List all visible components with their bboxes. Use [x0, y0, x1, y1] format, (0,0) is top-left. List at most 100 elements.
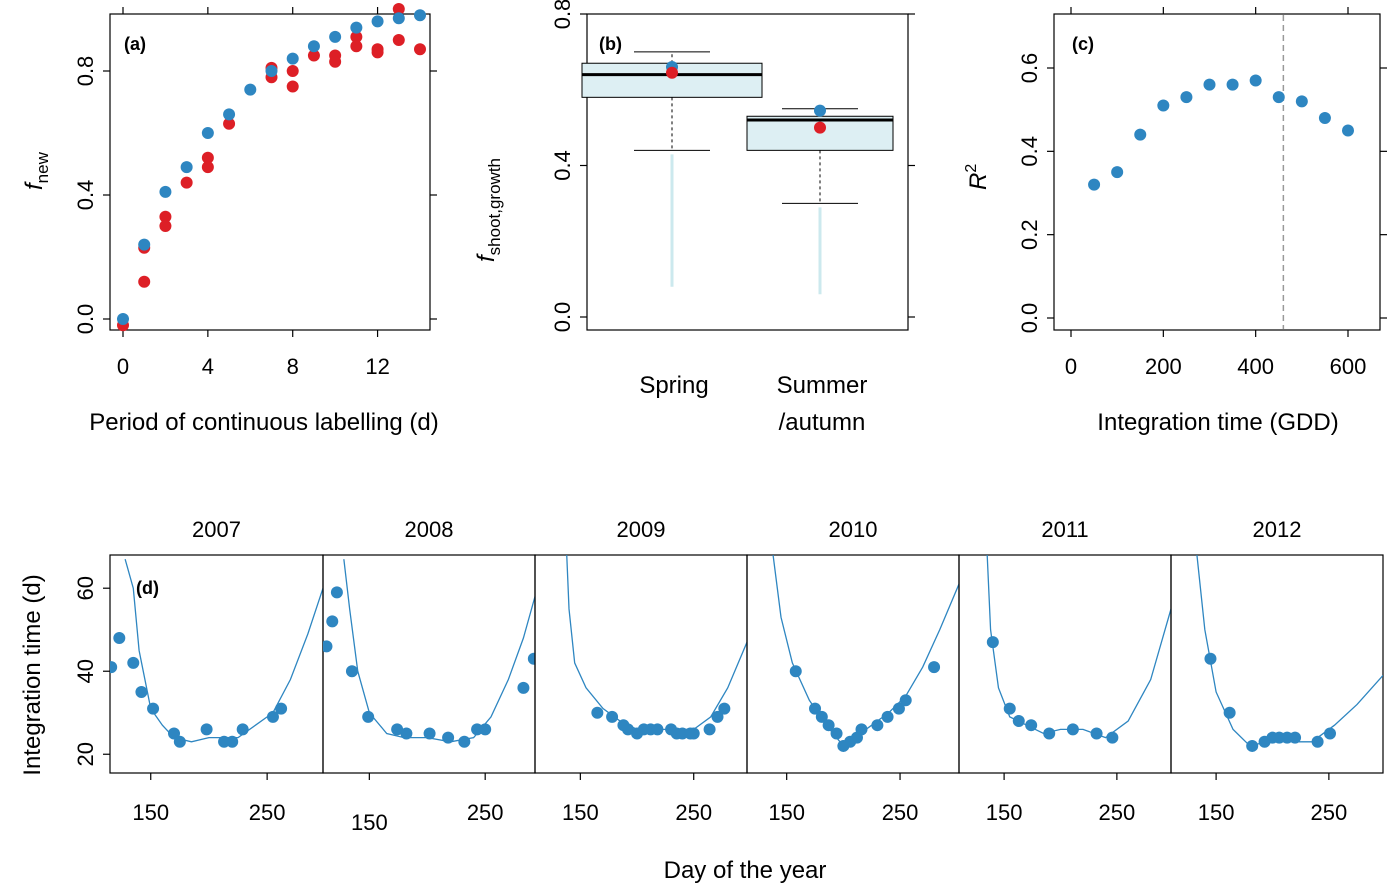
x-tick-label: 250 — [1099, 800, 1136, 825]
x-tick-label: 150 — [562, 800, 599, 825]
blue-point — [809, 702, 822, 715]
panel-c-y-label: 0.0 — [1017, 303, 1042, 334]
blue-point — [1223, 706, 1236, 719]
blue-point — [200, 723, 213, 736]
blue-point — [1249, 74, 1262, 87]
blue-point — [479, 723, 492, 736]
panel-a-x-label: 4 — [202, 354, 214, 379]
blue-point — [392, 12, 405, 25]
panel-b-ylabel: fshoot,growth — [473, 158, 504, 262]
blue-point — [113, 632, 126, 645]
blue-point — [1134, 128, 1147, 141]
panel-a-frame — [109, 13, 431, 331]
blue-point — [110, 661, 118, 674]
blue-point — [899, 694, 912, 707]
blue-point — [244, 83, 257, 96]
panel-c-x-label: 600 — [1330, 354, 1367, 379]
blue-point — [275, 702, 288, 715]
blue-point — [1157, 99, 1170, 112]
red-point — [392, 3, 405, 15]
blue-point — [1180, 91, 1193, 104]
blue-point — [226, 735, 239, 748]
red-point — [414, 43, 426, 56]
red-point — [223, 117, 236, 130]
blue-point — [159, 185, 172, 198]
year-title: 2010 — [829, 517, 878, 542]
red-point — [350, 30, 363, 43]
red-point — [392, 34, 405, 46]
blue-point — [180, 161, 193, 174]
subpanel-frame — [534, 554, 748, 774]
blue-point — [323, 640, 333, 653]
blue-point — [1090, 727, 1103, 740]
panel-d-y-ticks: 20 40 60 — [73, 576, 110, 766]
blue-point — [1111, 166, 1124, 179]
blue-point — [1246, 739, 1259, 752]
x-tick-label: 150 — [132, 800, 169, 825]
blue-point — [223, 108, 236, 121]
year-subpanel-2011: 2011 150 250 — [958, 517, 1172, 825]
red-point — [350, 40, 363, 53]
panel-a-ylabel-sub: new — [33, 151, 52, 183]
blue-point — [687, 727, 700, 740]
panel-b-ylabel-main: f — [473, 253, 500, 262]
panel-a-xlabel: Period of continuous labelling (d) — [89, 409, 439, 436]
integration-curve — [1196, 555, 1383, 747]
panel-a-y-label: 0.0 — [73, 304, 98, 335]
blue-point — [711, 710, 724, 723]
panel-c-tag: (c) — [1072, 34, 1094, 54]
blue-point — [881, 710, 894, 723]
red-point — [201, 161, 214, 174]
blue-point — [1066, 723, 1079, 736]
year-subpanel-2012: 2012 150 250 — [1170, 517, 1384, 825]
red-point — [329, 55, 342, 68]
blue-point — [517, 681, 530, 694]
panel-a-y-label: 0.8 — [73, 56, 98, 87]
panel-d-tag: (d) — [136, 578, 159, 598]
blue-point — [371, 15, 384, 28]
blue-point — [1203, 78, 1216, 91]
panel-c-x-label: 400 — [1237, 354, 1274, 379]
blue-point — [1012, 715, 1025, 728]
red-point — [159, 210, 172, 223]
panel-c-ylabel: R2 — [963, 164, 992, 190]
year-title: 2008 — [405, 517, 454, 542]
panel-d-xlabel: Day of the year — [664, 857, 827, 884]
panel-a-ylabel: fnew — [21, 151, 52, 190]
panel-c-ylabel-main: R — [965, 173, 992, 190]
panel-a-y-label: 0.4 — [73, 180, 98, 211]
integration-curve — [124, 558, 323, 743]
blue-point — [1204, 652, 1217, 665]
integration-curve — [772, 555, 959, 747]
blue-point — [814, 104, 826, 117]
x-tick-label: 250 — [1311, 800, 1348, 825]
subpanel-frame — [322, 554, 536, 774]
blue-point — [326, 615, 339, 628]
red-point — [814, 121, 826, 134]
blue-point — [527, 652, 535, 665]
blue-point — [892, 702, 905, 715]
blue-point — [135, 685, 148, 698]
year-subpanel-2010: 2010 150 250 — [746, 517, 960, 825]
panel-d-y-label: 40 — [73, 659, 98, 683]
panel-b-y-ticks: 0.0 0.4 0.8 — [550, 0, 915, 332]
blue-point — [458, 735, 471, 748]
panel-c-y-ticks: 0.0 0.2 0.4 0.6 — [1017, 53, 1387, 334]
panel-d-y-label: 60 — [73, 576, 98, 600]
blue-point — [423, 727, 436, 740]
red-point — [371, 46, 384, 59]
panel-c-x-label: 0 — [1065, 354, 1077, 379]
x-tick-label: 150 — [351, 810, 388, 835]
panel-c-xlabel: Integration time (GDD) — [1097, 409, 1338, 436]
subpanel-frame — [1170, 554, 1384, 774]
subpanel-frame — [958, 554, 1172, 774]
blue-point — [703, 723, 716, 736]
blue-point — [1318, 112, 1331, 124]
panel-b-cat1: Spring — [639, 372, 708, 399]
panel-d-subpanels: 2007 150 250 2008 150 250 2009 150 250 2010 150 250… — [109, 517, 1384, 835]
blue-point — [1043, 727, 1056, 740]
blue-point — [362, 710, 375, 723]
red-point — [201, 151, 214, 164]
x-tick-label: 250 — [249, 800, 286, 825]
